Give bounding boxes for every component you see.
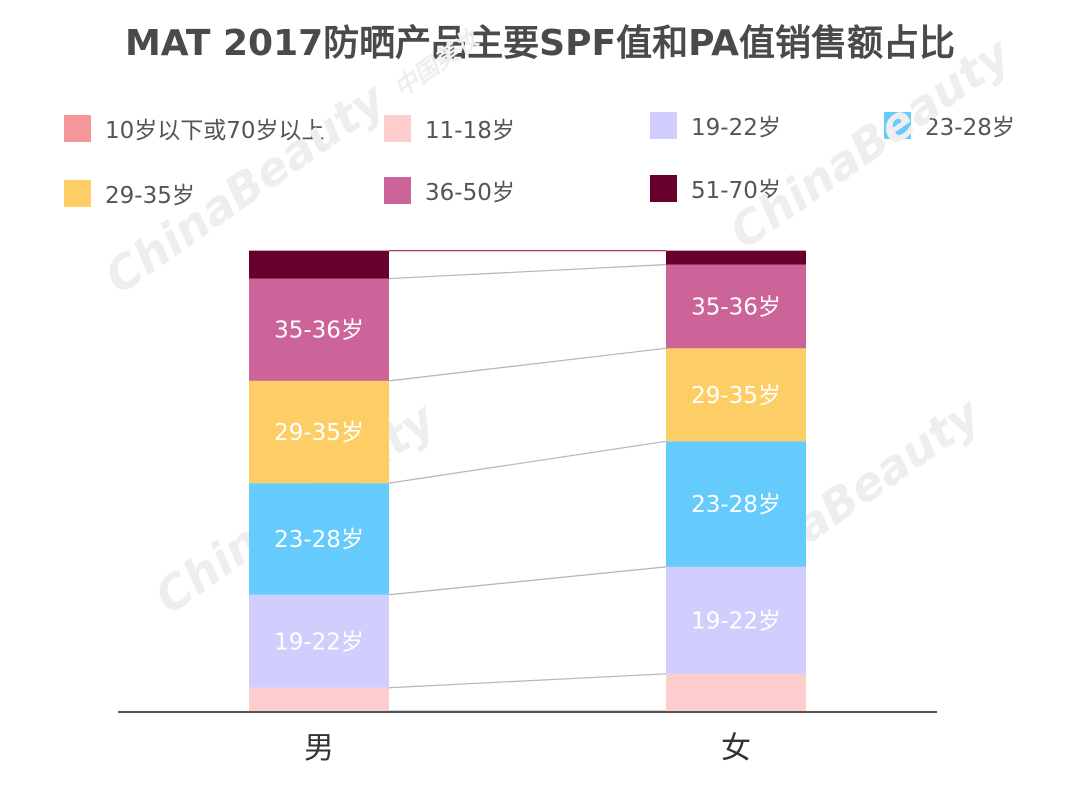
legend-item: 51-70岁 xyxy=(650,171,781,205)
legend-label: 19-22岁 xyxy=(691,115,781,141)
bar-segment xyxy=(249,380,389,484)
connector-lines xyxy=(388,250,667,712)
x-tick-label: 男 xyxy=(304,731,334,766)
legend-label: 29-35岁 xyxy=(105,183,195,209)
segment-label: 35-36岁 xyxy=(274,318,364,344)
bar-segment xyxy=(249,483,389,595)
legend-swatch xyxy=(884,111,911,139)
legend-swatch xyxy=(650,174,677,202)
bar-segment xyxy=(249,594,389,688)
bars xyxy=(249,250,806,711)
legend-swatch xyxy=(384,114,411,142)
bar-segment xyxy=(249,278,389,381)
legend-label: 36-50岁 xyxy=(425,180,515,206)
legend-item: 29-35岁 xyxy=(64,176,195,210)
legend-swatch xyxy=(64,114,91,142)
bar-segment xyxy=(666,566,806,674)
legend-item: 11-18岁 xyxy=(384,111,515,145)
bar-segment xyxy=(666,673,806,711)
segment-label: 23-28岁 xyxy=(274,527,364,553)
legend-label: 51-70岁 xyxy=(691,178,781,204)
legend-swatch xyxy=(384,176,411,204)
legend-swatch xyxy=(64,179,91,207)
legend-item: 10岁以下或70岁以上 xyxy=(64,111,325,145)
bar-segment xyxy=(666,264,806,349)
bar-segment xyxy=(666,348,806,442)
legend-label: 11-18岁 xyxy=(425,118,515,144)
legend-item: 36-50岁 xyxy=(384,173,515,207)
legend-item: 19-22岁 xyxy=(650,108,781,142)
legend-label: 23-28岁 xyxy=(925,115,1015,141)
legend-swatch xyxy=(650,111,677,139)
segment-label: 19-22岁 xyxy=(274,629,364,655)
segment-label: 29-35岁 xyxy=(274,420,364,446)
segment-label: 23-28岁 xyxy=(691,492,781,518)
connector-line xyxy=(388,566,667,596)
x-tick-label: 女 xyxy=(721,731,751,766)
connector-line xyxy=(388,347,667,382)
segment-label: 19-22岁 xyxy=(691,608,781,634)
segment-label: 29-35岁 xyxy=(691,383,781,409)
bar-segment xyxy=(666,441,806,567)
legend-item: 23-28岁 xyxy=(884,108,1015,142)
connector-line xyxy=(388,264,667,280)
connector-line xyxy=(388,440,667,484)
chart-title: MAT 2017防晒产品主要SPF值和PA值销售额占比 xyxy=(124,23,956,64)
connector-line xyxy=(388,673,667,689)
bar-segment xyxy=(666,250,806,265)
bar-segment xyxy=(249,687,389,711)
segment-label: 35-36岁 xyxy=(691,294,781,320)
bar-segment xyxy=(249,250,389,279)
segment-labels: 19-22岁 23-28岁 29-35岁 35-36岁 19-22岁 23-28岁 29-3… xyxy=(274,294,781,655)
legend-label: 10岁以下或70岁以上 xyxy=(105,118,325,144)
